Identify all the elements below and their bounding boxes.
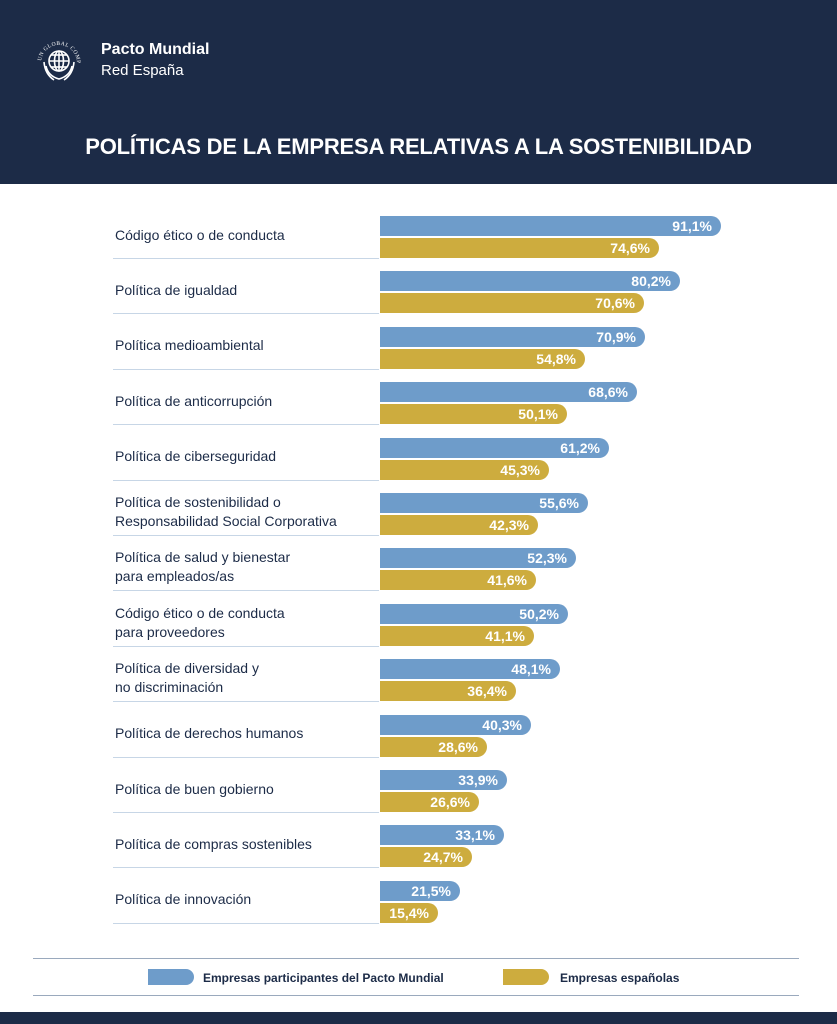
category-label-line: Política de innovación — [115, 891, 252, 908]
category-label-line: Código ético o de conducta — [115, 226, 285, 243]
category-label-line: Política de compras sostenibles — [115, 835, 312, 852]
bar-spanish: 36,4% — [380, 681, 516, 702]
row-separator — [113, 867, 379, 869]
org-name: Pacto Mundial — [101, 41, 210, 58]
bar-participants: 55,6% — [380, 493, 588, 513]
bar-spanish: 28,6% — [380, 736, 487, 757]
category-label-line: Política de derechos humanos — [115, 725, 304, 742]
category-label: Política de sostenibilidad o Responsabili… — [115, 489, 377, 535]
legend-swatch-spanish — [503, 969, 549, 985]
row-separator — [113, 701, 379, 703]
header-banner: UN GLOBAL COMPACT Pacto Mundial Red Espa… — [0, 0, 837, 184]
row-separator — [113, 645, 379, 647]
bar-spanish: 26,6% — [380, 792, 479, 812]
row-separator — [113, 479, 379, 481]
bar-participants: 48,1% — [380, 659, 560, 680]
bar-spanish: 54,8% — [380, 348, 585, 369]
bar-spanish: 41,6% — [380, 570, 536, 591]
bar-spanish: 15,4% — [380, 902, 438, 923]
bar-spanish: 42,3% — [380, 515, 538, 535]
category-label: Política de diversidad y no discriminació… — [115, 655, 377, 701]
category-label-line: Política de sostenibilidad o — [115, 494, 281, 510]
bar-participants: 33,9% — [380, 770, 507, 790]
legend-label-participants: Empresas participantes del Pacto Mundial — [203, 971, 444, 985]
category-label: Política de compras sostenibles — [115, 821, 377, 867]
row-separator — [113, 812, 379, 813]
chart-title: POLÍTICAS DE LA EMPRESA RELATIVAS A LA S… — [85, 134, 752, 159]
bar-participants: 52,3% — [380, 548, 576, 569]
row-separator — [113, 258, 379, 259]
row-separator — [113, 424, 379, 426]
bar-spanish: 24,7% — [380, 847, 472, 868]
category-label: Política de derechos humanos — [115, 711, 377, 757]
un-global-compact-globe-icon: UN GLOBAL COMPACT — [32, 34, 81, 81]
svg-text:UN GLOBAL COMPACT: UN GLOBAL COMPACT — [32, 34, 81, 63]
legend-label-spanish: Empresas españolas — [560, 971, 680, 985]
bar-spanish: 70,6% — [380, 293, 644, 314]
bar-participants: 70,9% — [380, 326, 645, 347]
category-label: Código ético o de conducta para proveedor… — [115, 600, 377, 646]
bar-spanish: 41,1% — [380, 625, 534, 646]
org-subtitle: Red España — [101, 62, 184, 79]
category-label: Política de ciberseguridad — [115, 434, 377, 480]
category-label-line: Política de igualdad — [115, 281, 238, 298]
category-label: Política de innovación — [115, 877, 377, 923]
bar-participants: 68,6% — [380, 382, 637, 403]
bar-participants: 40,3% — [380, 714, 531, 735]
bar-participants: 80,2% — [380, 271, 680, 292]
row-separator — [113, 535, 379, 536]
category-label: Política de anticorrupción — [115, 378, 377, 424]
legend-top-divider — [33, 958, 799, 959]
category-label-line: Política medioambiental — [115, 337, 264, 354]
row-separator — [113, 922, 379, 924]
bar-spanish: 74,6% — [380, 238, 659, 258]
bar-participants: 50,2% — [380, 603, 568, 624]
bar-participants: 21,5% — [380, 880, 460, 901]
row-separator — [113, 590, 379, 592]
bar-participants: 33,1% — [380, 825, 504, 846]
category-label: Política de igualdad — [115, 267, 377, 313]
category-label-line: para empleados/as — [115, 568, 235, 585]
category-label: Código ético o de conducta — [115, 212, 377, 258]
logo-text: UN GLOBAL COMPACT — [32, 34, 81, 63]
category-label-line: Política de diversidad y — [115, 660, 259, 677]
category-label-line: Política de anticorrupción — [115, 392, 273, 409]
legend-swatch-participants — [148, 969, 194, 985]
bar-spanish: 45,3% — [380, 459, 549, 480]
bar-participants: 91,1% — [380, 216, 721, 236]
category-label-line: Código ético o de conducta — [115, 604, 285, 621]
row-separator — [113, 368, 379, 370]
category-label-line: para proveedores — [115, 623, 225, 640]
category-label-line: Política de buen gobierno — [115, 780, 274, 797]
row-separator — [113, 756, 379, 758]
category-label-line: Responsabilidad Social Corporativa — [115, 513, 337, 529]
category-label-line: no discriminación — [115, 679, 224, 696]
row-separator — [113, 313, 379, 315]
category-label: Política de salud y bienestar para emplea… — [115, 544, 377, 590]
bar-spanish: 50,1% — [380, 404, 567, 425]
bar-participants: 61,2% — [380, 437, 609, 458]
footer-band — [0, 1012, 837, 1024]
category-label-line: Política de salud y bienestar — [115, 549, 291, 566]
category-label: Política de buen gobierno — [115, 766, 377, 812]
legend-bottom-divider — [33, 995, 799, 996]
category-label: Política medioambiental — [115, 323, 377, 369]
category-label-line: Política de ciberseguridad — [115, 448, 277, 465]
